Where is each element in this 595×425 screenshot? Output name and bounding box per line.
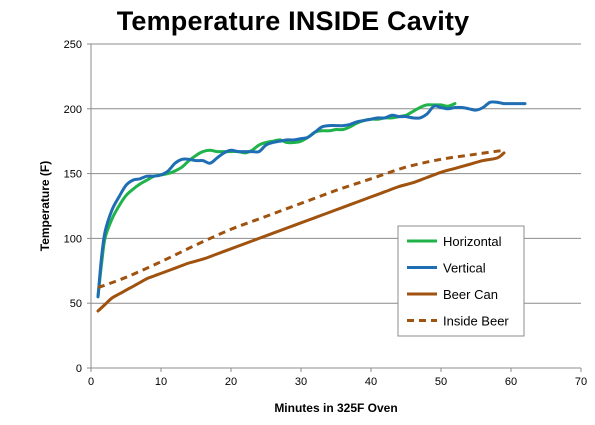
legend-label-vertical: Vertical: [443, 261, 486, 276]
y-tick-label: 0: [76, 363, 82, 375]
chart-title: Temperature INSIDE Cavity: [116, 6, 470, 36]
y-tick-label: 150: [64, 169, 82, 181]
x-tick-label: 50: [435, 376, 447, 388]
legend-label-horizontal: Horizontal: [443, 234, 502, 249]
y-tick-label: 200: [64, 104, 82, 116]
legend-label-inside-beer: Inside Beer: [443, 314, 509, 329]
y-tick-label: 50: [70, 298, 82, 310]
legend-label-beer-can: Beer Can: [443, 287, 498, 302]
x-tick-label: 0: [88, 376, 94, 388]
y-tick-label: 250: [64, 39, 82, 51]
y-tick-label: 100: [64, 233, 82, 245]
x-tick-label: 20: [225, 376, 237, 388]
x-tick-label: 60: [505, 376, 517, 388]
legend: Horizontal Vertical Beer Can Inside Beer: [397, 225, 525, 337]
axes: 0 50 100 150 200 250 0 10 20 30 40 50 60 70: [64, 39, 587, 388]
x-tick-label: 10: [155, 376, 167, 388]
series-line-inside-beer: [97, 148, 505, 290]
x-tick-label: 40: [365, 376, 377, 388]
y-axis-title: Temperature (F): [38, 161, 52, 251]
legend-box: [397, 225, 525, 337]
x-tick-label: 70: [575, 376, 587, 388]
x-axis-title: Minutes in 325F Oven: [274, 401, 397, 415]
series-line-vertical: [96, 100, 527, 299]
series-lines: [96, 100, 527, 313]
x-tick-label: 30: [295, 376, 307, 388]
series-line-beer-can: [96, 151, 506, 313]
